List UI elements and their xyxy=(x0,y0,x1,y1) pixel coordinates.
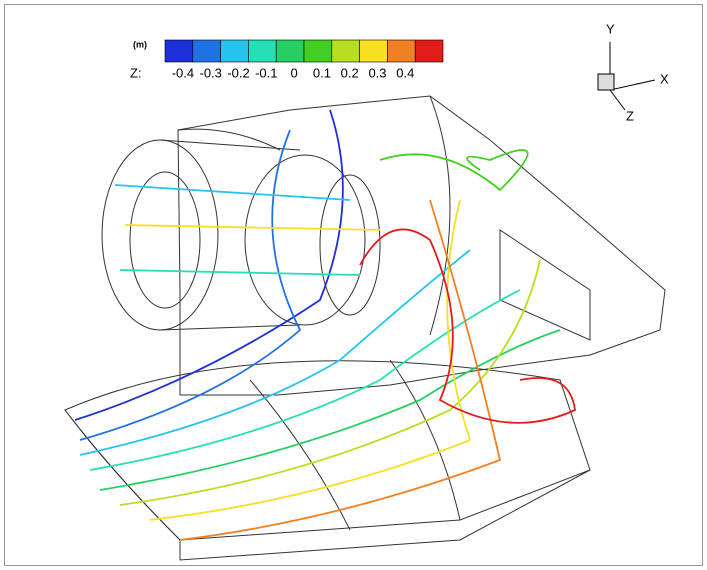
colorbar-swatch xyxy=(387,40,415,62)
colorbar-swatch xyxy=(276,40,304,62)
colorbar-swatch xyxy=(248,40,276,62)
colorbar-label: -0.3 xyxy=(199,65,221,80)
colorbar-label: 0.1 xyxy=(313,65,331,80)
colorbar-swatch xyxy=(165,40,193,62)
colorbar-swatch xyxy=(221,40,249,62)
legend-variable: Z: xyxy=(130,65,142,80)
colorbar-label: -0.1 xyxy=(255,65,277,80)
legend-unit: (m) xyxy=(133,39,147,49)
colorbar-label: -0.4 xyxy=(172,65,194,80)
colorbar-swatch xyxy=(360,40,388,62)
colorbar-swatch xyxy=(332,40,360,62)
axis-z-label: Z xyxy=(626,108,634,123)
colorbar-label: 0.3 xyxy=(368,65,386,80)
colorbar-label: 0.4 xyxy=(396,65,414,80)
colorbar-label: 0 xyxy=(290,65,297,80)
visualization: (m) Z: -0.4 -0.3 -0.2 -0.1 0 0.1 0.2 0.3 0.4 Y X… xyxy=(0,0,707,570)
colorbar-swatch xyxy=(415,40,443,62)
colorbar-swatch xyxy=(193,40,221,62)
colorbar-label: -0.2 xyxy=(227,65,249,80)
colorbar-swatch xyxy=(304,40,332,62)
axis-x-label: X xyxy=(660,71,669,86)
colorbar-label: 0.2 xyxy=(341,65,359,80)
axis-y-label: Y xyxy=(606,21,615,36)
